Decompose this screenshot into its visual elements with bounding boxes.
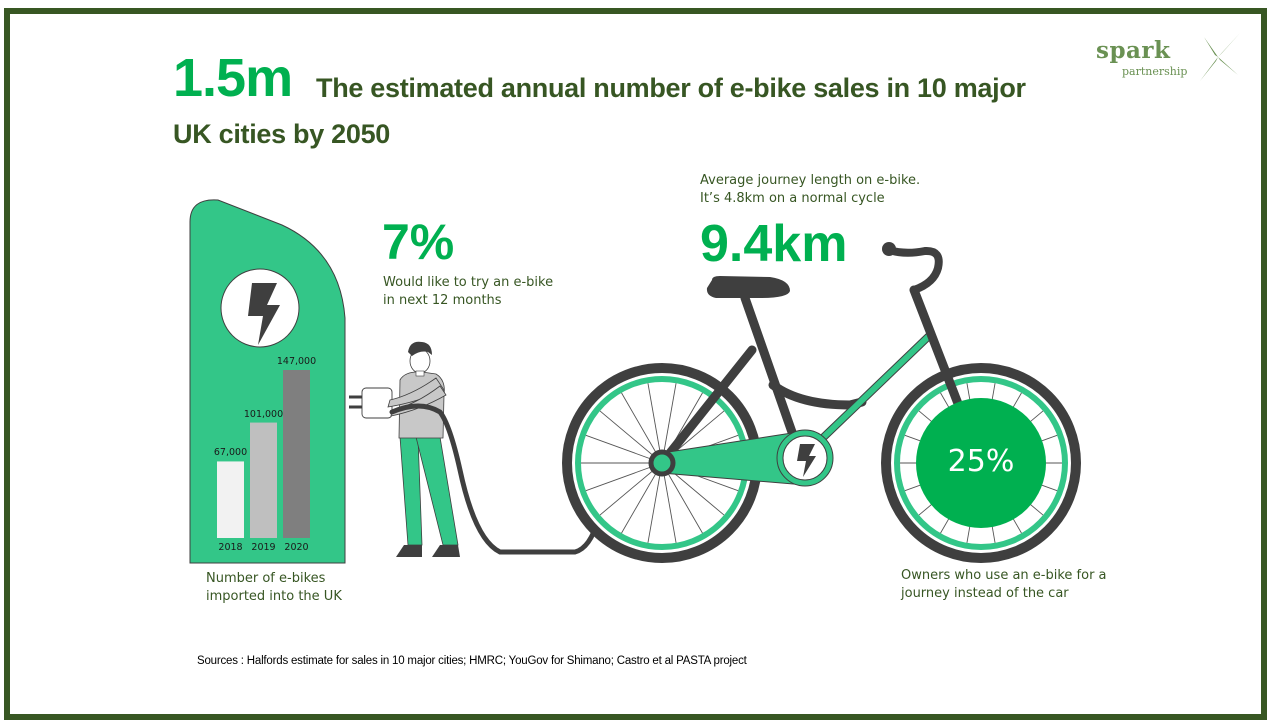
bar-category-label: 2019	[251, 542, 276, 553]
wheel-spoke	[599, 410, 663, 464]
logo-sub: partnership	[1122, 65, 1188, 78]
try-caption-line1: Would like to try an e-bike	[383, 275, 554, 290]
bar-2018	[217, 461, 244, 538]
seat-stay	[657, 345, 757, 468]
spark-star-icon	[1200, 33, 1240, 81]
car-stat-value: 25%	[947, 444, 1015, 479]
saddle	[706, 276, 790, 298]
lightning-bolt-icon	[797, 444, 816, 477]
wheel-spoke	[585, 462, 663, 492]
wheel-spoke	[621, 462, 663, 534]
bar-value-label: 101,000	[243, 408, 284, 420]
import-bar-chart	[217, 370, 310, 538]
bar-category-label: 2020	[284, 542, 309, 553]
man-right-leg	[415, 436, 459, 546]
man-hair	[408, 341, 432, 356]
wheel-spoke	[585, 434, 663, 464]
headline-line2: UK cities by 2050	[173, 119, 391, 149]
plug-box	[361, 387, 393, 419]
percent-disc	[916, 398, 1046, 528]
wheel-spoke	[661, 462, 703, 534]
handlebar-grip	[882, 242, 896, 256]
lightning-bolt-icon	[248, 283, 280, 345]
bar-value-label: 67,000	[213, 447, 248, 459]
wheel-spoke	[621, 392, 663, 464]
imports-caption-line1: Number of e-bikes	[206, 571, 326, 586]
car-caption-line2: journey instead of the car	[901, 586, 1069, 601]
headline-line1: The estimated annual number of e-bike sa…	[316, 73, 1026, 103]
man-left-shoe	[396, 545, 422, 557]
bar-value-label: 147,000	[276, 356, 317, 367]
car-caption-line1: Owners who use an e-bike for a	[901, 568, 1107, 583]
wheel-spoke	[661, 383, 677, 464]
try-caption-line2: in next 12 months	[383, 293, 502, 308]
journey-stat-value: 9.4km	[700, 215, 848, 273]
man-left-leg	[399, 436, 423, 546]
try-stat-value: 7%	[382, 214, 455, 270]
spark-partnership-logo: spark partnership	[1094, 32, 1244, 88]
bar-2020	[283, 370, 310, 538]
sources-footnote: Sources : Halfords estimate for sales in…	[197, 655, 747, 667]
wheel-spoke	[647, 383, 663, 464]
bar-category-label: 2018	[218, 542, 243, 553]
imports-caption-line2: imported into the UK	[206, 589, 342, 604]
journey-caption-line1: Average journey length on e-bike.	[700, 173, 921, 188]
top-tube	[768, 380, 867, 410]
handlebar	[885, 246, 943, 294]
bar-2019	[250, 422, 277, 538]
wheel-spoke	[599, 462, 663, 516]
down-tube-fill	[802, 332, 933, 458]
journey-caption-line2: It’s 4.8km on a normal cycle	[700, 191, 885, 206]
logo-word: spark	[1096, 37, 1171, 64]
man-right-shoe	[432, 545, 460, 557]
man-neck	[415, 370, 425, 377]
big-stat-value: 1.5m	[173, 48, 293, 108]
seat-tube	[740, 293, 805, 460]
rear-hub	[648, 449, 676, 477]
